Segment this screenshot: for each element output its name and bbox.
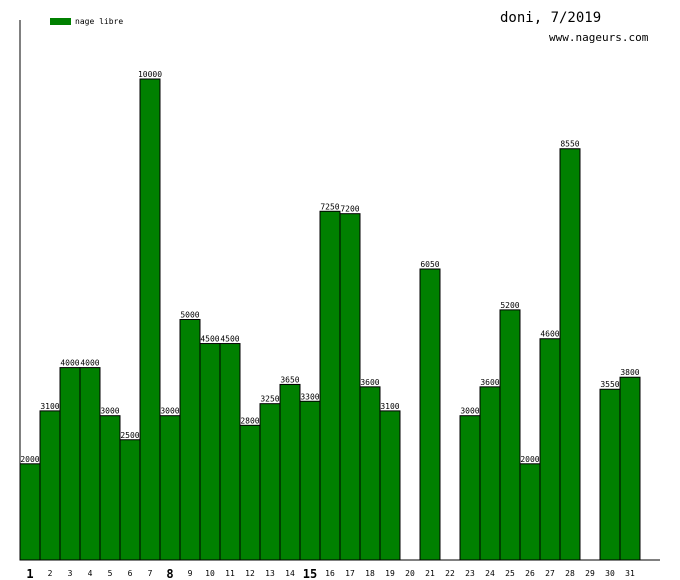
x-tick-label-day-28: 28 — [565, 569, 575, 578]
x-tick-label-day-14: 14 — [285, 569, 295, 578]
value-label-day-10: 4500 — [200, 335, 219, 344]
x-tick-label-day-8: 8 — [166, 567, 173, 580]
value-label-day-28: 8550 — [560, 140, 579, 149]
value-label-day-5: 3000 — [100, 407, 119, 416]
site-url: www.nageurs.com — [549, 31, 649, 44]
bar-day-15 — [299, 400, 321, 561]
bar-day-26 — [519, 463, 541, 561]
value-label-day-7: 10000 — [138, 70, 162, 79]
bar-day-30 — [599, 388, 621, 561]
bar-day-7 — [139, 78, 161, 561]
x-tick-label-day-25: 25 — [505, 569, 515, 578]
x-tick-label-day-29: 29 — [585, 569, 595, 578]
x-tick-labels-group: 1 2 3 4 5 6 7 8 9 10 11 12 13 14 15 16 17 18 19 20 21 22 23 24 2… — [26, 567, 635, 580]
x-tick-label-day-7: 7 — [148, 569, 153, 578]
bar-day-4 — [79, 367, 101, 561]
value-label-day-1: 2000 — [20, 455, 39, 464]
value-label-day-12: 2800 — [240, 416, 259, 425]
value-label-day-6: 2500 — [120, 431, 139, 440]
value-label-day-27: 4600 — [540, 330, 559, 339]
x-tick-label-day-22: 22 — [445, 569, 455, 578]
x-tick-label-day-9: 9 — [188, 569, 193, 578]
bar-day-12 — [239, 424, 261, 561]
value-label-day-15: 3300 — [300, 392, 319, 401]
bar-day-10 — [199, 343, 221, 561]
bar-day-24 — [479, 386, 501, 561]
x-tick-label-day-30: 30 — [605, 569, 615, 578]
legend-label: nage libre — [75, 17, 124, 26]
bar-day-17 — [339, 213, 361, 561]
value-label-day-16: 7250 — [320, 202, 339, 211]
bar-day-9 — [179, 319, 201, 561]
value-label-day-2: 3100 — [40, 402, 59, 411]
x-tick-label-day-11: 11 — [225, 569, 235, 578]
bar-day-3 — [59, 367, 81, 561]
value-label-day-19: 3100 — [380, 402, 399, 411]
bar-day-21 — [419, 268, 441, 561]
bar-day-28 — [559, 148, 581, 561]
x-tick-label-day-23: 23 — [465, 569, 475, 578]
x-tick-label-day-21: 21 — [425, 569, 435, 578]
value-label-day-31: 3800 — [620, 368, 639, 377]
x-tick-label-day-19: 19 — [385, 569, 395, 578]
bar-day-13 — [259, 403, 281, 561]
x-tick-label-day-17: 17 — [345, 569, 355, 578]
bar-day-25 — [499, 309, 521, 561]
value-label-day-13: 3250 — [260, 395, 279, 404]
value-label-day-14: 3650 — [280, 375, 299, 384]
value-label-day-21: 6050 — [420, 260, 439, 269]
x-tick-label-day-2: 2 — [48, 569, 53, 578]
x-tick-label-day-1: 1 — [26, 567, 33, 580]
x-tick-label-day-31: 31 — [625, 569, 635, 578]
bar-day-14 — [279, 383, 301, 561]
bar-day-27 — [539, 338, 561, 561]
value-label-day-18: 3600 — [360, 378, 379, 387]
value-label-day-17: 7200 — [340, 205, 359, 214]
value-label-day-8: 3000 — [160, 407, 179, 416]
x-tick-label-day-5: 5 — [108, 569, 113, 578]
value-label-day-4: 4000 — [80, 359, 99, 368]
x-tick-label-day-10: 10 — [205, 569, 215, 578]
value-label-day-11: 4500 — [220, 335, 239, 344]
bar-day-5 — [99, 415, 121, 561]
value-labels-group: 2000 3100 4000 4000 3000 2500 10000 3000 5000 450… — [20, 70, 639, 464]
x-tick-label-day-16: 16 — [325, 569, 335, 578]
bars-group — [19, 78, 641, 561]
x-tick-label-day-3: 3 — [68, 569, 73, 578]
bar-day-18 — [359, 386, 381, 561]
chart-title: doni, 7/2019 — [500, 10, 602, 26]
bar-day-8 — [159, 415, 181, 561]
bar-day-19 — [379, 410, 401, 561]
x-tick-label-day-24: 24 — [485, 569, 495, 578]
x-tick-label-day-4: 4 — [88, 569, 93, 578]
x-tick-label-day-12: 12 — [245, 569, 255, 578]
value-label-day-23: 3000 — [460, 407, 479, 416]
value-label-day-9: 5000 — [180, 311, 199, 320]
value-label-day-24: 3600 — [480, 378, 499, 387]
x-tick-label-day-20: 20 — [405, 569, 415, 578]
value-label-day-25: 5200 — [500, 301, 519, 310]
x-tick-label-day-13: 13 — [265, 569, 275, 578]
bar-day-6 — [119, 439, 141, 561]
legend-swatch — [50, 18, 71, 25]
bar-day-1 — [19, 463, 41, 561]
bar-day-23 — [459, 415, 481, 561]
bar-day-11 — [219, 343, 241, 561]
x-tick-label-day-18: 18 — [365, 569, 375, 578]
x-tick-label-day-15: 15 — [303, 567, 317, 580]
legend: nage libre — [50, 17, 123, 26]
x-tick-label-day-26: 26 — [525, 569, 535, 578]
x-tick-label-day-27: 27 — [545, 569, 555, 578]
bar-day-16 — [319, 210, 341, 561]
x-tick-label-day-6: 6 — [128, 569, 133, 578]
value-label-day-30: 3550 — [600, 380, 619, 389]
bar-day-2 — [39, 410, 61, 561]
value-label-day-26: 2000 — [520, 455, 539, 464]
value-label-day-3: 4000 — [60, 359, 79, 368]
bar-day-31 — [619, 376, 641, 561]
